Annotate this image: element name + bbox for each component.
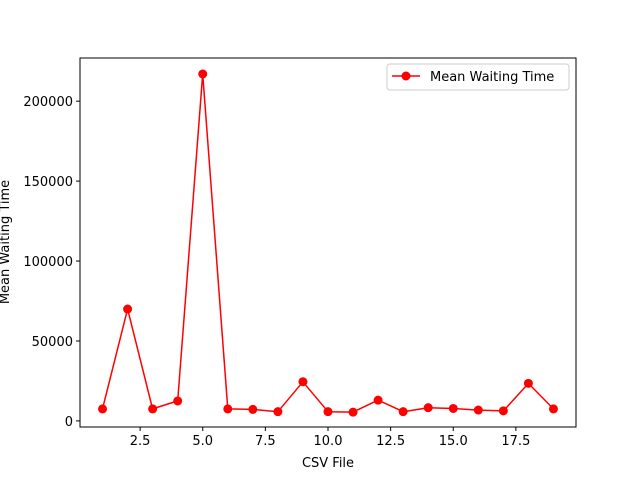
plot-area	[80, 58, 576, 427]
x-tick-label: 17.5	[501, 434, 530, 449]
y-tick-label: 100000	[23, 255, 73, 270]
data-point	[473, 405, 483, 415]
y-axis-label: Mean Waiting Time	[0, 180, 13, 304]
y-axis-ticks: 0 50000 100000 150000 200000	[23, 95, 80, 430]
x-axis-ticks: 2.5 5.0 7.5 10.0 12.5 15.0 17.5	[130, 427, 530, 449]
series-layer	[98, 69, 558, 417]
legend-label: Mean Waiting Time	[430, 70, 554, 85]
y-tick-label: 50000	[32, 335, 73, 350]
data-point	[323, 407, 333, 417]
data-point	[98, 404, 108, 414]
x-tick-label: 12.5	[376, 434, 405, 449]
data-point	[498, 406, 508, 416]
y-tick-label: 150000	[23, 175, 73, 190]
data-point	[398, 407, 408, 417]
x-tick-label: 10.0	[314, 434, 343, 449]
x-tick-label: 7.5	[255, 434, 276, 449]
x-tick-label: 15.0	[439, 434, 468, 449]
x-axis-label: CSV File	[302, 456, 354, 471]
data-point	[373, 395, 383, 405]
x-tick-label: 2.5	[130, 434, 151, 449]
plot-frame	[79, 57, 577, 428]
data-point	[298, 377, 308, 387]
data-point	[148, 404, 158, 414]
data-point	[348, 407, 358, 417]
data-point	[223, 404, 233, 414]
data-point	[548, 404, 558, 414]
legend-box	[386, 63, 570, 91]
data-point	[423, 403, 433, 413]
y-tick-label: 0	[65, 415, 73, 430]
data-point	[273, 407, 283, 417]
legend: Mean Waiting Time	[386, 63, 570, 91]
data-point	[448, 403, 458, 413]
data-point	[173, 396, 183, 406]
data-point	[123, 304, 133, 314]
x-tick-label: 5.0	[192, 434, 213, 449]
data-point	[523, 378, 533, 388]
legend-marker-sample	[401, 71, 411, 81]
data-point	[198, 69, 208, 79]
y-tick-label: 200000	[23, 95, 73, 110]
data-point	[248, 404, 258, 414]
